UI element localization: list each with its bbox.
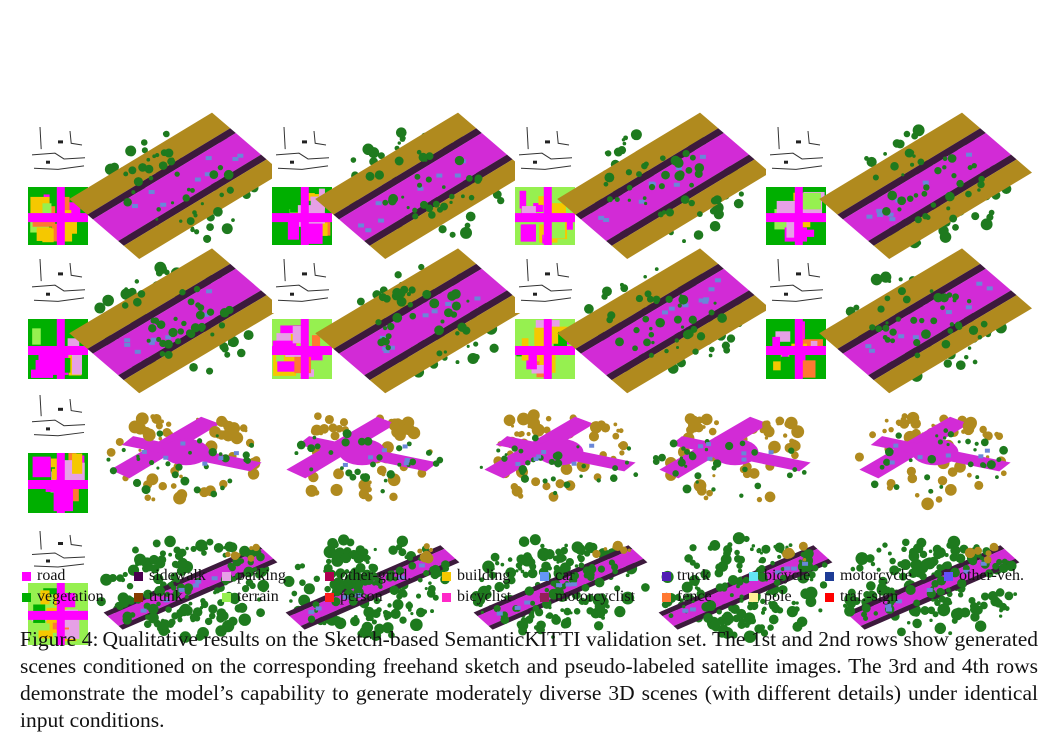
legend-swatch [662,571,671,581]
legend-label: other-grnd. [340,567,412,584]
legend-item: pole [749,587,792,607]
legend-swatch [944,571,953,581]
legend-item: fence [662,587,712,607]
legend-label: sidewalk [149,567,206,584]
legend-label: parking [237,567,286,584]
legend-item: motorcyclist [540,587,635,607]
legend-label: car [555,567,575,584]
legend-item: bicycle [749,566,810,586]
legend-item: bicyclist [442,587,511,607]
generated-scene [479,409,639,502]
legend-swatch [222,592,231,602]
legend-label: trunk [149,588,183,605]
sketch-input [272,255,332,313]
generated-scene [286,412,444,502]
generated-scene [842,535,1020,637]
satellite-input [515,319,575,379]
legend-swatch [662,592,671,602]
sketch-input [28,255,88,313]
generated-scene [819,248,1032,394]
generated-scene [69,248,282,394]
legend-label: traf.-sign [840,588,899,605]
generated-scene [471,534,650,639]
legend-label: truck [677,567,710,584]
legend-swatch [134,571,143,581]
legend-label: fence [677,588,712,605]
satellite-input [28,453,88,513]
sketch-input [515,123,575,181]
legend-item: building [442,566,510,586]
satellite-input [272,319,332,379]
legend-swatch [825,571,834,581]
caption-text: Qualitative results on the Sketch-based … [20,627,1039,732]
satellite-input [28,583,88,645]
legend-swatch [222,571,231,581]
caption-label: Figure 4: [20,627,99,651]
generated-scene [283,534,460,641]
generated-scene [315,112,528,259]
legend-swatch [325,571,334,581]
generated-scene [819,112,1032,259]
legend-item: trunk [134,587,183,607]
legend-swatch [22,571,31,581]
generated-scene [106,412,262,505]
legend-label: terrain [237,588,279,605]
legend-item: road [22,566,65,586]
legend-swatch [325,592,334,602]
generated-scene [69,112,282,259]
legend-label: bicyclist [457,588,512,605]
legend-item: sidewalk [134,566,206,586]
generated-scene [315,248,528,394]
generated-scene [557,112,770,259]
legend-label: road [37,567,66,584]
satellite-input [766,187,826,245]
sketch-input [28,123,88,181]
legend-label: building [457,567,511,584]
legend-swatch [825,592,834,602]
legend-label: pole [764,588,792,605]
legend-swatch [22,592,31,602]
legend-swatch [749,571,758,581]
generated-scene [557,248,770,394]
sketch-input [28,391,88,447]
legend-item: terrain [222,587,279,607]
legend-label: bicycle [764,567,811,584]
legend-item: motorcycle [825,566,912,586]
sketch-input [766,255,826,313]
legend-swatch [442,592,451,602]
generated-scene [854,411,1011,511]
legend-swatch [540,592,549,602]
legend-item: truck [662,566,710,586]
legend-swatch [540,571,549,581]
sketch-input [766,123,826,181]
satellite-input [766,319,826,379]
generated-scene [96,535,278,643]
sketch-input [515,255,575,313]
legend-item: parking [222,566,286,586]
generated-scene [652,413,811,503]
legend-label: motorcycle [840,567,912,584]
legend-item: vegetation [22,587,104,607]
legend-label: vegetation [37,588,104,605]
legend-swatch [134,592,143,602]
sketch-input [272,123,332,181]
class-legend: road sidewalk parking other-grnd. building ca… [22,566,1042,612]
legend-item: other-veh. [944,566,1024,586]
legend-item: person [325,587,383,607]
figure-caption: Figure 4: Qualitative results on the Sket… [20,626,1038,734]
legend-item: other-grnd. [325,566,411,586]
sketch-input [28,527,88,577]
legend-label: person [340,588,383,605]
legend-label: motorcyclist [555,588,635,605]
legend-swatch [442,571,451,581]
legend-item: traf.-sign [825,587,898,607]
legend-label: other-veh. [959,567,1024,584]
legend-swatch [749,592,758,602]
legend-item: car [540,566,575,586]
